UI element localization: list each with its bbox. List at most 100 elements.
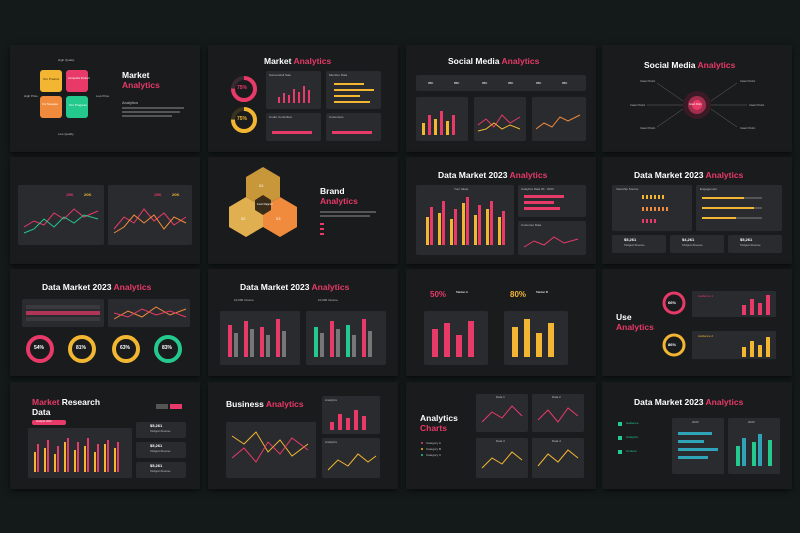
ring-value: 63% (120, 345, 131, 351)
market-label: Market A (456, 290, 468, 294)
slide-title: Social Media Analytics (644, 60, 736, 70)
hex-number: 02 (241, 216, 246, 221)
quad-label-left: High Price (24, 94, 38, 98)
text-line (320, 215, 370, 217)
bullet (320, 228, 324, 230)
slide-social-media-radial[interactable]: Social Media Analytics Insert Point Inse… (602, 45, 792, 152)
mini-charts (422, 111, 581, 135)
kpi-value: 15K (66, 192, 74, 197)
slide-title: Analytics (420, 413, 458, 423)
slide-data-market-columns[interactable]: Data Market 2023 Analytics 10,000 Income… (208, 269, 398, 376)
slide-market-analytics-quadrant[interactable]: High Quality Low Quality High Price Low … (10, 45, 200, 152)
market-label: Market B (536, 290, 549, 294)
slide-market-comparison[interactable]: 50% 80% Market A Market B (406, 269, 596, 376)
line-charts (23, 208, 187, 234)
slide-title: Data Market 2023 Analytics (42, 282, 152, 292)
slide-data-market-viewship[interactable]: Data Market 2023 Analytics Viewship Sour… (602, 157, 792, 264)
pictogram-and-bars (642, 195, 762, 223)
spoke-label: Insert Point (630, 103, 646, 107)
text-line (122, 111, 180, 113)
chart-card: Analytics (322, 438, 380, 478)
text-line (122, 115, 172, 117)
slide-title-accent: Analytics (616, 322, 654, 332)
ring-value: 81% (76, 345, 87, 351)
text-line (122, 107, 184, 109)
list-item: Content (626, 449, 637, 453)
hexagon-diagram (229, 167, 297, 237)
spoke-label: Insert Point (740, 79, 756, 83)
slide-title: Brand (320, 186, 345, 196)
gauge-value: 75% (237, 85, 248, 91)
line-charts (231, 410, 377, 471)
kpi-card: $5,261 TotAgent Revenue (136, 442, 186, 458)
kpi-value: 20K (172, 192, 180, 197)
slide-data-market-horizontal[interactable]: Data Market 2023 Analytics Audience Anal… (602, 382, 792, 489)
slide-title: Data Market 2023 Analytics (438, 170, 548, 180)
hex-number: 03 (276, 216, 281, 221)
bullet (320, 233, 324, 235)
slide-data-market-bars[interactable]: Data Market 2023 Analytics Your Ideas An… (406, 157, 596, 264)
kpi-card: $4,261 TotAgent Revenue (670, 235, 724, 253)
kpi-value: 15K (154, 192, 162, 197)
line-charts (421, 405, 579, 469)
percent-value: 80% (510, 290, 527, 299)
slide-title-accent: Charts (420, 423, 447, 433)
hex-number: 01 (259, 183, 264, 188)
column-charts (432, 319, 554, 357)
kpi-card: $5,261 TotAgent Revenue (136, 422, 186, 438)
bar-charts (618, 422, 772, 466)
chart-card: Data 2 (532, 394, 584, 432)
bullet (320, 223, 324, 225)
slide-business-analytics[interactable]: Business Analytics Analytics Analytics (208, 382, 398, 489)
slide-title: Market (122, 70, 150, 80)
percent-value: 50% (430, 290, 447, 299)
slide-market-analytics-gauges[interactable]: Market Analytics 75% 75% Successfull Sal… (208, 45, 398, 152)
slide-title-accent: Analytics (320, 196, 358, 206)
tag-badge: Analysis 2023 (32, 420, 66, 425)
list-item: Analytics (626, 435, 639, 439)
slide-data-market-rings[interactable]: Data Market 2023 Analytics 54% 81% 63% 8… (10, 269, 200, 376)
toggle-option[interactable] (156, 404, 168, 409)
ring-value: 66% (668, 300, 677, 305)
kpi-card: $5,261 TotAgent Revenue (728, 235, 782, 253)
ring-value: 54% (34, 345, 45, 351)
legend-item: Category C (426, 453, 442, 457)
income-label: 10,000 Income (234, 298, 254, 302)
list-item: Audience (626, 421, 639, 425)
slide-brand-analytics[interactable]: 01 02 03 Insert Diagram Brand Analytics (208, 157, 398, 264)
bar-chart (426, 195, 579, 248)
slide-title: Market Research (32, 397, 101, 407)
gauge-graphics (231, 76, 257, 133)
stat-value: 95K (482, 81, 488, 85)
quadrant-box: Competitor Product (66, 70, 90, 92)
kpi-card: $5,261 TotAgent Revenue (612, 235, 666, 253)
kpi-value: 20K (84, 192, 92, 197)
chart-card (108, 185, 192, 245)
slide-title-accent: Analytics (122, 80, 160, 90)
stat-value: 95K (562, 81, 568, 85)
stat-value: 95K (508, 81, 514, 85)
stat-value: 85K (454, 81, 460, 85)
slide-social-media-analytics[interactable]: Social Media Analytics 95K 85K 95K 95K 9… (406, 45, 596, 152)
slide-market-research-data[interactable]: Market Research Data Analysis 2023 $5,26… (10, 382, 200, 489)
quadrant-box: Our Product (40, 70, 62, 92)
slide-dual-line-charts[interactable]: 15K 20K 15K 20K (10, 157, 200, 264)
toggle-option[interactable] (170, 404, 182, 409)
stat-value: 95K (536, 81, 542, 85)
slide-analytics-charts[interactable]: Analytics Charts Category A Category B C… (406, 382, 596, 489)
slide-title: Social Media Analytics (448, 56, 540, 66)
audience-label: Audience 1 (698, 294, 714, 298)
stats-card (416, 75, 586, 91)
bar-chart (34, 438, 119, 472)
spoke-label: Insert Point (749, 103, 765, 107)
slide-use-analytics[interactable]: Use Analytics 66% 86% Audience 1 Audienc… (602, 269, 792, 376)
ring-value: 83% (162, 345, 173, 351)
stat-value: 95K (428, 81, 434, 85)
chart-card: Under Controlled (266, 113, 321, 141)
center-label: Insert Point (689, 103, 702, 106)
hex-center-label: Insert Diagram (257, 203, 273, 206)
ring-bars (662, 291, 776, 359)
audience-label: Audience 2 (698, 334, 714, 338)
income-label: 10,000 Income (318, 298, 338, 302)
chart-card: Data 4 (532, 438, 584, 478)
